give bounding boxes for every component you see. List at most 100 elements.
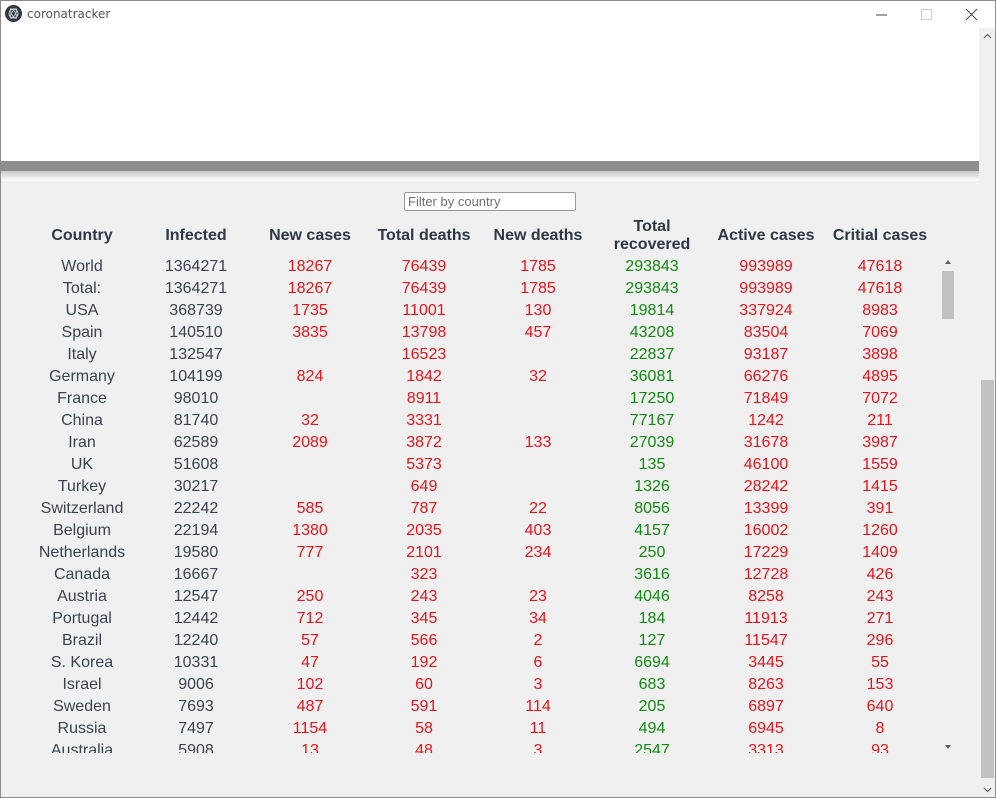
header-total-deaths[interactable]: Total deaths [377,227,471,244]
header-new-deaths[interactable]: New deaths [493,227,583,244]
cell-new-cases: 712 [296,610,324,627]
cell-active-cases: 16002 [743,522,789,539]
cell-total-recovered: 135 [638,456,666,473]
cell-infected: 368739 [169,302,223,319]
cell-country: Italy [67,346,97,363]
title-bar[interactable]: coronatracker [1,1,995,28]
minimize-button[interactable] [859,1,905,28]
table-row[interactable]: Australia 5908 13 48 3 2547 3313 93 [25,740,939,753]
cell-country: Netherlands [38,544,126,561]
cell-infected: 19580 [173,544,219,561]
cell-total-recovered: 77167 [629,412,675,429]
cell-critical-cases: 1559 [862,456,898,473]
table-row[interactable]: Germany 104199 824 1842 32 36081 66276 4895 [25,366,939,388]
cell-infected: 12240 [173,632,219,649]
cell-total-recovered: 683 [638,676,666,693]
cell-total-deaths: 8911 [406,390,442,407]
header-country[interactable]: Country [51,227,113,244]
cell-new-deaths: 114 [525,698,551,715]
header-total-recovered[interactable]: Total recovered [613,218,691,253]
table-row[interactable]: Iran 62589 2089 3872 133 27039 31678 3987 [25,432,939,454]
table-row[interactable]: Total: 1364271 18267 76439 1785 293843 993989 4… [25,278,939,300]
table-body[interactable]: World 1364271 18267 76439 1785 293843 993989 47… [25,256,939,753]
table-row[interactable]: Russia 7497 1154 58 11 494 6945 8 [25,718,939,740]
header-active-cases[interactable]: Active cases [717,227,815,244]
cell-infected: 1364271 [164,280,228,297]
cell-total-recovered: 3616 [634,566,670,583]
cell-critical-cases: 296 [866,632,894,649]
table-row[interactable]: Turkey 30217 649 1326 28242 1415 [25,476,939,498]
table-scrollbar-thumb[interactable] [942,271,954,319]
table-row[interactable]: Austria 12547 250 243 23 4046 8258 243 [25,586,939,608]
cell-new-deaths: 32 [529,368,547,385]
table-row[interactable]: USA 368739 1735 11001 130 19814 337924 8983 [25,300,939,322]
maximize-button[interactable] [904,1,950,28]
scroll-down-icon[interactable] [944,744,952,750]
cell-country: Germany [49,368,115,385]
table-row[interactable]: S. Korea 10331 47 192 6 6694 3445 55 [25,652,939,674]
table-row[interactable]: UK 51608 5373 135 46100 1559 [25,454,939,476]
cell-active-cases: 28242 [743,478,789,495]
scroll-down-icon[interactable] [979,781,996,798]
table-row[interactable]: Portugal 12442 712 345 34 184 11913 271 [25,608,939,630]
cell-total-deaths: 16523 [401,346,447,363]
cell-infected: 104199 [169,368,223,385]
table-row[interactable]: China 81740 32 3331 77167 1242 211 [25,410,939,432]
scroll-up-icon[interactable] [979,28,996,45]
cell-active-cases: 46100 [743,456,789,473]
header-new-cases[interactable]: New cases [269,227,351,244]
cell-total-recovered: 494 [638,720,666,737]
cell-total-recovered: 19814 [629,302,675,319]
cell-new-deaths [481,388,595,410]
table-row[interactable]: France 98010 8911 17250 71849 7072 [25,388,939,410]
cell-total-recovered: 250 [638,544,666,561]
cell-total-deaths: 3872 [406,434,442,451]
cell-new-cases [253,454,367,476]
cell-total-recovered: 293843 [625,258,679,275]
maximize-icon [921,9,932,20]
window-scrollbar[interactable] [979,28,996,798]
cell-total-deaths: 566 [410,632,438,649]
cell-new-cases: 32 [301,412,319,429]
table-row[interactable]: World 1364271 18267 76439 1785 293843 993989 47… [25,256,939,278]
cell-new-cases: 18267 [287,280,333,297]
cell-critical-cases: 55 [871,654,889,671]
cell-new-cases: 3835 [292,324,328,341]
table-row[interactable]: Switzerland 22242 585 787 22 8056 13399 391 [25,498,939,520]
cell-infected: 22242 [173,500,219,517]
table-row[interactable]: Netherlands 19580 777 2101 234 250 17229 1409 [25,542,939,564]
table-scrollbar[interactable] [941,256,955,753]
table-row[interactable]: Brazil 12240 57 566 2 127 11547 296 [25,630,939,652]
window-scrollbar-thumb[interactable] [981,380,994,778]
table-row[interactable]: Italy 132547 16523 22837 93187 3898 [25,344,939,366]
cell-new-cases: 1380 [292,522,328,539]
scroll-up-icon[interactable] [944,259,952,265]
cell-new-deaths: 234 [524,544,552,561]
cell-total-recovered: 205 [638,698,666,715]
cell-active-cases: 66276 [743,368,789,385]
header-infected[interactable]: Infected [165,227,227,244]
table-row[interactable]: Israel 9006 102 60 3 683 8263 153 [25,674,939,696]
close-button[interactable] [949,1,995,28]
cell-country: France [57,390,107,407]
cell-critical-cases: 47618 [857,280,903,297]
cell-infected: 5908 [178,742,214,753]
cell-critical-cases: 640 [866,698,894,715]
table-row[interactable]: Sweden 7693 487 591 114 205 6897 640 [25,696,939,718]
header-critical-cases[interactable]: Critial cases [832,227,928,244]
cell-total-deaths: 60 [415,676,433,693]
cell-total-deaths: 787 [410,500,438,517]
cell-total-deaths: 11001 [402,302,446,319]
cell-new-deaths: 3 [533,676,543,693]
table-row[interactable]: Spain 140510 3835 13798 457 43208 83504 7069 [25,322,939,344]
cell-active-cases: 31678 [743,434,789,451]
cell-new-cases: 1154 [292,720,328,737]
table-row[interactable]: Canada 16667 323 3616 12728 426 [25,564,939,586]
table-row[interactable]: Belgium 22194 1380 2035 403 4157 16002 1260 [25,520,939,542]
cell-country: USA [65,302,99,319]
cell-critical-cases: 1415 [862,478,898,495]
cell-new-cases: 777 [296,544,324,561]
cell-total-deaths: 2035 [406,522,442,539]
cell-critical-cases: 1260 [862,522,898,539]
country-filter-input[interactable] [404,192,576,211]
